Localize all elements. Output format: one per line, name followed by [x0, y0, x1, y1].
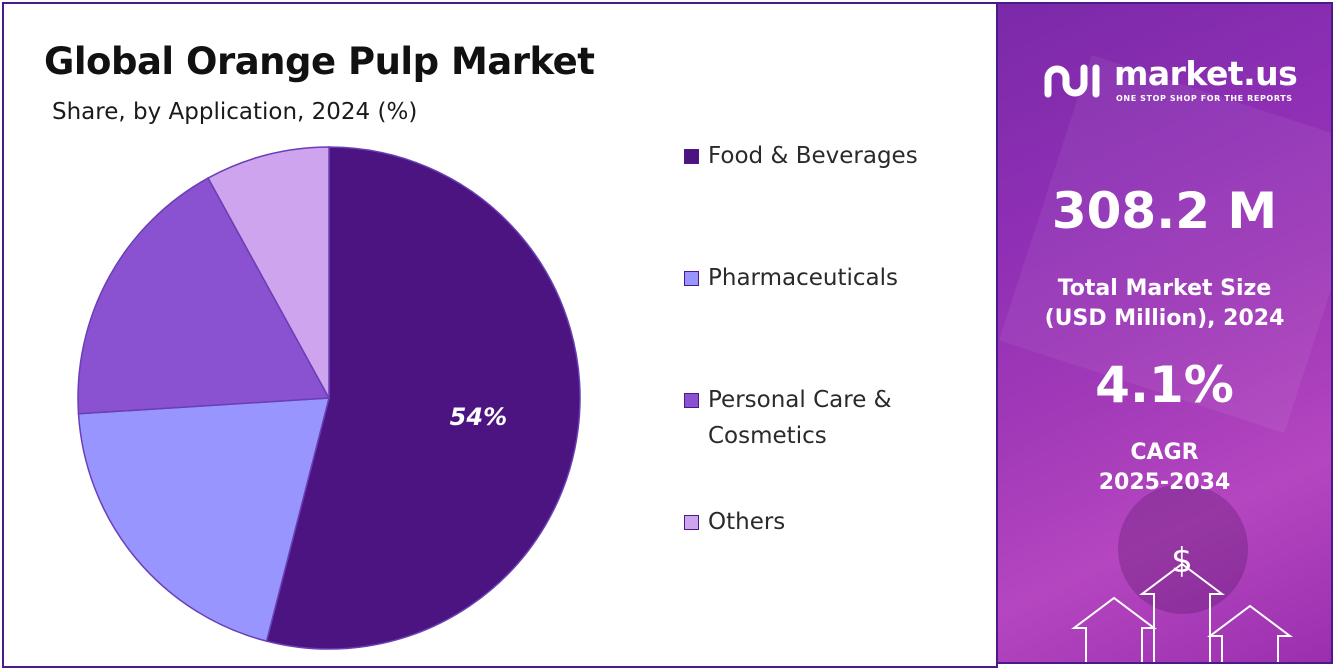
legend-swatch: [684, 393, 699, 408]
chart-title: Global Orange Pulp Market: [44, 40, 595, 83]
cagr-value: 4.1%: [1095, 356, 1234, 414]
cagr-label-line1: CAGR: [1130, 440, 1199, 465]
brand-logo-icon: [1044, 64, 1100, 98]
chart-panel: Global Orange Pulp Market Share, by Appl…: [2, 2, 998, 668]
pie-slice-food-beverages: [265, 146, 581, 650]
pie-chart: 54%: [77, 146, 581, 650]
market-size-label-line1: Total Market Size: [1057, 276, 1272, 301]
brand-tagline: ONE STOP SHOP FOR THE REPORTS: [1116, 94, 1293, 103]
cagr-label-line2: 2025-2034: [1098, 470, 1231, 495]
legend-label: Food & Beverages: [708, 143, 918, 169]
pie-slice-personal-care-cosmetics: [77, 177, 331, 415]
currency-symbol-icon: $: [1171, 541, 1193, 581]
market-size-label-line2: (USD Million), 2024: [1044, 306, 1285, 331]
background-coin-decoration: [1118, 484, 1248, 614]
legend-swatch: [684, 271, 699, 286]
pie-slice-pharmaceuticals: [77, 397, 330, 643]
chart-subtitle: Share, by Application, 2024 (%): [52, 99, 418, 125]
legend-label: Others: [708, 509, 786, 535]
stats-panel: market.us ONE STOP SHOP FOR THE REPORTS …: [996, 2, 1333, 664]
brand: market.us ONE STOP SHOP FOR THE REPORTS: [1042, 54, 1312, 114]
market-size-value: 308.2 M: [1051, 182, 1278, 240]
legend-label: Pharmaceuticals: [708, 265, 898, 291]
pie-data-label: 54%: [450, 403, 507, 431]
legend-swatch: [684, 149, 699, 164]
pie-slice-others: [207, 146, 330, 399]
legend-swatch: [684, 515, 699, 530]
legend-label: Personal Care & Cosmetics: [708, 387, 892, 449]
growth-arrows-icon: $: [1071, 541, 1293, 662]
brand-name: market.us: [1114, 54, 1298, 93]
